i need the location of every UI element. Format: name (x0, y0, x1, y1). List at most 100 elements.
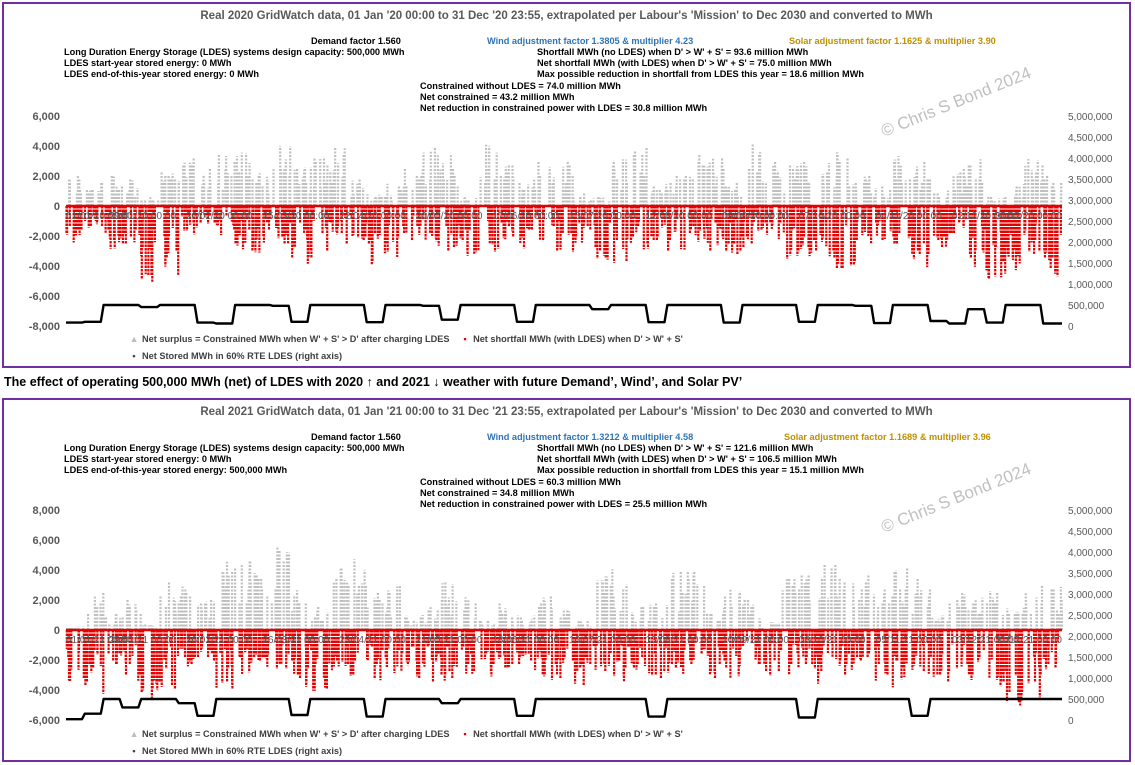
surplus-week-mark (68, 176, 82, 206)
solar-factor: Solar adjustment factor 1.1625 & multipl… (789, 36, 996, 46)
surplus-week-mark (103, 612, 122, 630)
shortfall-week-mark (1004, 630, 1024, 706)
legend-surplus-marker: ▲ (129, 334, 139, 344)
shortfall-week-mark (725, 206, 743, 255)
surplus-week-mark (310, 606, 329, 630)
shortfall-week-mark (84, 630, 105, 694)
legend-stored-marker: • (132, 746, 136, 756)
surplus-week-mark (741, 598, 762, 630)
shortfall-week-mark (519, 206, 537, 249)
surplus-week-mark (366, 194, 386, 206)
surplus-week-mark (858, 573, 875, 630)
x-tick-label: 26/02/20 00:00 (186, 211, 253, 222)
shortfall-week-mark (65, 206, 83, 243)
shortfall-week-mark (648, 630, 669, 679)
legend-row-2: • Net Stored MWh in 60% RTE LDES (right a… (129, 746, 342, 756)
wind-factor: Wind adjustment factor 1.3212 & multipli… (487, 432, 694, 442)
ldes-end: LDES end-of-this-year stored energy: 500… (64, 465, 288, 475)
x-tick-label: 23/04/21 00:00 (339, 635, 406, 646)
surplus-week-mark (498, 603, 514, 630)
shortfall-week-mark (835, 206, 856, 269)
shortfall-week-mark (516, 630, 537, 671)
surplus-week-mark (706, 612, 725, 630)
shortfall-week-mark (1023, 206, 1041, 254)
surplus-week-mark (632, 147, 648, 206)
shortfall-week-mark (1027, 630, 1042, 698)
shortfall-week-mark (573, 206, 592, 243)
x-tick-label: 29/01/21 00:00 (109, 635, 176, 646)
shortfall-week-mark (1042, 630, 1059, 670)
shortfall-week-mark (932, 206, 949, 248)
surplus-week-mark (854, 175, 873, 206)
shortfall-week-mark (855, 206, 873, 244)
ldes-info: Long Duration Energy Storage (LDES) syst… (64, 443, 405, 476)
shortfall-week-mark (536, 630, 554, 680)
surplus-week-mark (913, 161, 932, 206)
shortfall-week-mark (179, 630, 196, 667)
max-reduction: Max possible reduction in shortfall from… (537, 69, 864, 79)
surplus-week-mark (221, 561, 234, 630)
surplus-week-mark (272, 145, 292, 206)
shortfall-week-mark (800, 206, 818, 257)
x-tick-label: 01/01/20 00:00 (66, 211, 133, 222)
surplus-week-mark (723, 589, 742, 630)
x-tick-label: 02/12/20 00:00 (952, 211, 1019, 222)
constrained-without-ldes: Constrained without LDES = 74.0 million … (420, 81, 621, 91)
x-tick-label: 31/12/21 00:00 (995, 635, 1062, 646)
y-tick-label: -6,000 (29, 291, 60, 303)
surplus-week-mark (1006, 607, 1025, 630)
chart-title: Real 2020 GridWatch data, 01 Jan '20 00:… (200, 10, 933, 22)
y2-tick-label: 3,500,000 (1068, 175, 1113, 186)
surplus-week-mark (893, 156, 912, 206)
ldes-end: LDES end-of-this-year stored energy: 0 M… (64, 69, 260, 79)
surplus-week-mark (630, 605, 645, 630)
chart-panel-2020: Real 2020 GridWatch data, 01 Jan '20 00:… (2, 2, 1131, 368)
shortfall-week-mark (347, 630, 359, 676)
shortfall-week-mark (929, 630, 951, 682)
shortfall-week-mark (254, 206, 272, 253)
y-tick-label: 2,000 (32, 595, 60, 607)
x-tick-label: 15/07/20 00:00 (569, 211, 636, 222)
surplus-week-mark (1024, 584, 1044, 630)
shortfall-week-mark (405, 206, 425, 241)
solar-factor: Solar adjustment factor 1.1689 & multipl… (784, 432, 991, 442)
surplus-week-mark (537, 161, 555, 206)
y2-tick-label: 3,000,000 (1068, 590, 1113, 601)
surplus-week-mark (441, 155, 459, 206)
surplus-week-mark (779, 164, 800, 206)
surplus-week-mark (611, 159, 628, 206)
surplus-week-mark (85, 181, 104, 206)
shortfall-week-mark (441, 630, 458, 681)
shortfall-no-ldes: Shortfall MWh (no LDES) when D' > W' + S… (537, 443, 814, 453)
y-tick-label: 0 (54, 201, 60, 213)
wind-factor: Wind adjustment factor 1.3805 & multipli… (487, 36, 694, 46)
legend-shortfall: Net shortfall MWh (with LDES) when D' > … (473, 729, 683, 739)
shortfall-week-mark (424, 206, 441, 246)
x-tick-label: 03/12/21 00:00 (952, 635, 1019, 646)
constrained-info: Constrained without LDES = 74.0 million … (420, 81, 707, 114)
surplus-week-mark (179, 586, 192, 630)
legend-surplus-marker: ▲ (129, 729, 139, 739)
surplus-week-mark (967, 159, 984, 206)
shortfall-week-mark (723, 630, 742, 678)
y2-tick-label: 2,000,000 (1068, 238, 1113, 249)
surplus-week-mark (835, 152, 855, 206)
surplus-week-mark (761, 622, 781, 630)
shortfall-week-mark (405, 630, 424, 678)
legend-surplus: Net surplus = Constrained MWh when W' + … (142, 334, 450, 344)
shortfall-week-mark (234, 206, 254, 251)
surplus-week-mark (274, 546, 290, 630)
surplus-week-mark (724, 181, 743, 206)
surplus-week-mark (177, 158, 195, 206)
y2-tick-label: 0 (1068, 716, 1074, 727)
shortfall-week-mark (83, 206, 104, 228)
x-tick-label: 04/11/20 00:00 (876, 211, 942, 222)
surplus-week-mark (647, 602, 669, 630)
stored-energy-line (66, 303, 1062, 325)
surplus-week-mark (931, 615, 949, 630)
surplus-week-mark (440, 582, 458, 630)
surplus-week-mark (197, 598, 216, 630)
surplus-week-mark (1043, 175, 1063, 206)
ldes-info: Long Duration Energy Storage (LDES) syst… (64, 47, 405, 80)
surplus-week-mark (516, 615, 536, 630)
